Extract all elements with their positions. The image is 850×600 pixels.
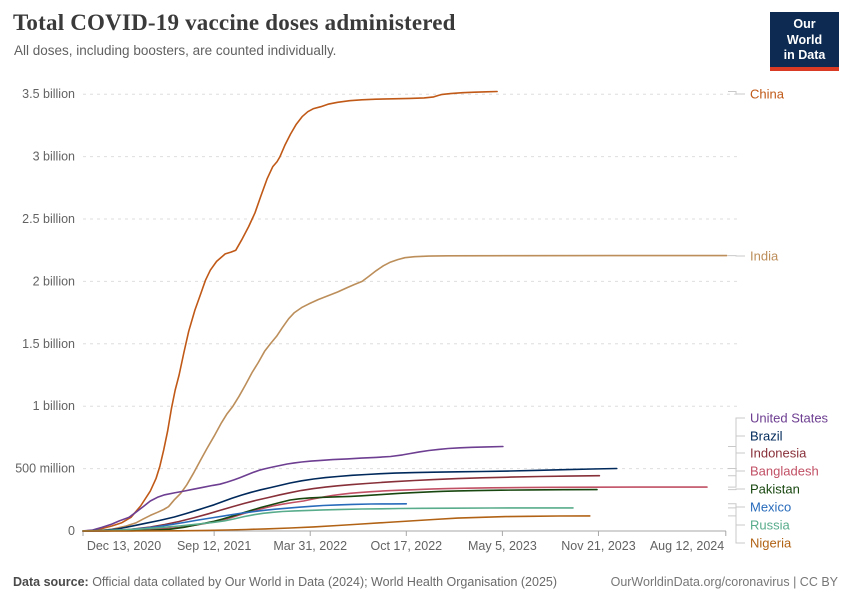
data-source-note: Data source: Official data collated by O… — [13, 575, 557, 589]
series-line-united-states[interactable] — [82, 445, 504, 532]
series-line-nigeria[interactable] — [82, 515, 591, 532]
chart-header: Total COVID-19 vaccine doses administere… — [13, 10, 456, 58]
legend-connector-pakistan — [728, 488, 745, 491]
legend-label-indonesia[interactable]: Indonesia — [750, 446, 807, 461]
data-source-text: Official data collated by Our World in D… — [88, 575, 558, 589]
series-line-china[interactable] — [82, 90, 498, 532]
y-tick-label: 3.5 billion — [22, 87, 75, 101]
owid-logo-line2: in Data — [783, 48, 826, 63]
legend-connector-brazil — [728, 435, 745, 469]
y-tick-label: 1 billion — [33, 399, 75, 413]
legend-label-pakistan[interactable]: Pakistan — [750, 482, 800, 497]
y-tick-label: 2.5 billion — [22, 212, 75, 226]
x-tick-label: Aug 12, 2024 — [650, 539, 724, 553]
legend-connector-nigeria — [728, 515, 745, 544]
series-line-russia[interactable] — [82, 507, 574, 532]
x-tick-label: Dec 13, 2020 — [87, 539, 161, 553]
legend-label-mexico[interactable]: Mexico — [750, 500, 791, 515]
y-tick-label: 1.5 billion — [22, 337, 75, 351]
x-tick-label: Oct 17, 2022 — [371, 539, 443, 553]
legend-label-bangladesh[interactable]: Bangladesh — [750, 464, 819, 479]
x-tick-label: Sep 12, 2021 — [177, 539, 251, 553]
owid-logo[interactable]: Our World in Data — [770, 12, 839, 71]
legend-label-nigeria[interactable]: Nigeria — [750, 536, 792, 551]
y-tick-label: 500 million — [15, 462, 75, 476]
series-line-mexico[interactable] — [82, 502, 408, 532]
series-line-indonesia[interactable] — [82, 474, 601, 532]
x-tick-label: Nov 21, 2023 — [561, 539, 635, 553]
y-tick-label: 2 billion — [33, 274, 75, 288]
legend-label-brazil[interactable]: Brazil — [750, 429, 783, 444]
legend-label-russia[interactable]: Russia — [750, 518, 791, 533]
chart-footer: Data source: Official data collated by O… — [13, 575, 838, 589]
x-tick-label: May 5, 2023 — [468, 539, 537, 553]
legend-label-china[interactable]: China — [750, 87, 785, 102]
legend-connector-united-states — [728, 417, 745, 447]
license-credit-link[interactable]: OurWorldinData.org/coronavirus | CC BY — [610, 575, 838, 589]
data-source-label: Data source: — [13, 575, 89, 589]
owid-logo-line1: Our World — [786, 17, 823, 47]
legend-connector-china — [728, 91, 745, 95]
y-tick-label: 3 billion — [33, 150, 75, 164]
legend-label-united-states[interactable]: United States — [750, 411, 829, 426]
page-title: Total COVID-19 vaccine doses administere… — [13, 10, 456, 35]
chart-subtitle: All doses, including boosters, are count… — [14, 43, 337, 58]
legend-connector-bangladesh — [728, 470, 745, 488]
legend-label-india[interactable]: India — [750, 249, 779, 264]
series-line-brazil[interactable] — [82, 467, 618, 532]
y-tick-label: 0 — [68, 524, 75, 538]
legend-connector-indonesia — [728, 452, 745, 477]
legend-connector-mexico — [728, 503, 745, 508]
series-line-india[interactable] — [82, 254, 728, 532]
x-tick-label: Mar 31, 2022 — [273, 539, 347, 553]
